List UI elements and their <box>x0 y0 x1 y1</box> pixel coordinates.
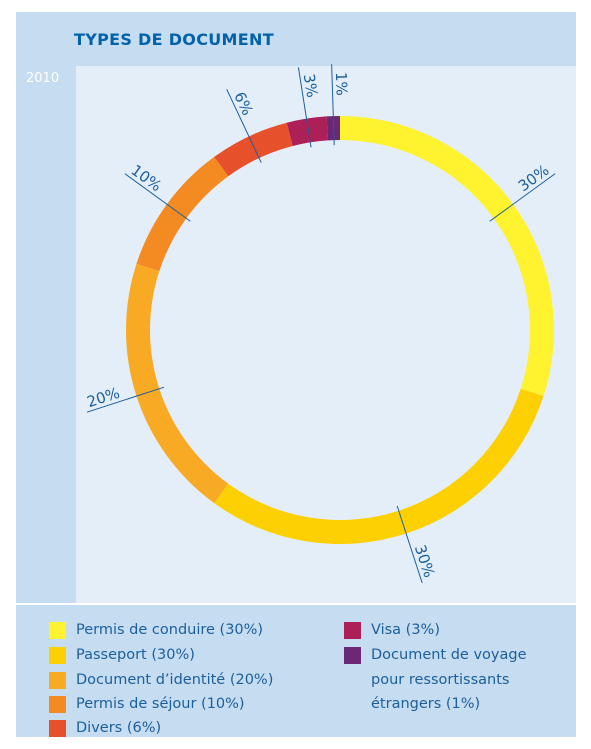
leader-line-5 <box>297 67 312 148</box>
legend-label: Permis de conduire (30%) <box>76 622 264 638</box>
legend-swatch <box>49 672 66 689</box>
chart-plot-area <box>76 66 576 603</box>
legend-label: Document de voyage <box>371 647 527 663</box>
legend-swatch <box>49 647 66 664</box>
data-label-3: 10% <box>127 161 165 195</box>
leader-line-6 <box>331 64 335 146</box>
donut-slice-1 <box>214 388 544 544</box>
leader-line-1 <box>396 505 423 584</box>
year-label: 2010 <box>26 71 60 86</box>
donut-slice-0 <box>340 116 554 397</box>
legend-label: pour ressortissants <box>371 672 510 688</box>
donut-slices <box>126 116 554 544</box>
donut-slice-4 <box>214 122 293 177</box>
data-label-4: 6% <box>230 89 256 118</box>
donut-slice-3 <box>136 156 229 272</box>
legend-label: Permis de séjour (10%) <box>76 696 245 712</box>
data-label-0: 30% <box>515 161 553 195</box>
legend-label: Document d’identité (20%) <box>76 672 274 688</box>
legend-swatch <box>49 696 66 713</box>
leader-line-4 <box>226 89 262 163</box>
legend-divider <box>16 603 576 605</box>
legend-swatch <box>344 647 361 664</box>
donut-slice-2 <box>126 263 229 504</box>
chart-title: TYPES DE DOCUMENT <box>74 30 274 49</box>
donut-data-labels: 30%30%20%10%6%3% 1% <box>85 64 556 584</box>
leader-line-3 <box>124 173 191 222</box>
leader-line-2 <box>86 386 165 413</box>
legend-label: Visa (3%) <box>371 622 440 638</box>
data-label-6: 1% <box>332 72 351 96</box>
legend-swatch <box>49 720 66 737</box>
legend-label: Divers (6%) <box>76 720 162 736</box>
leader-line-0 <box>489 173 556 222</box>
donut-slice-5 <box>286 116 329 146</box>
legend-label: Passeport (30%) <box>76 647 195 663</box>
legend-swatch <box>344 622 361 639</box>
legend-swatch <box>49 622 66 639</box>
legend-label: étrangers (1%) <box>371 696 481 712</box>
data-label-5: 3% <box>300 72 322 98</box>
